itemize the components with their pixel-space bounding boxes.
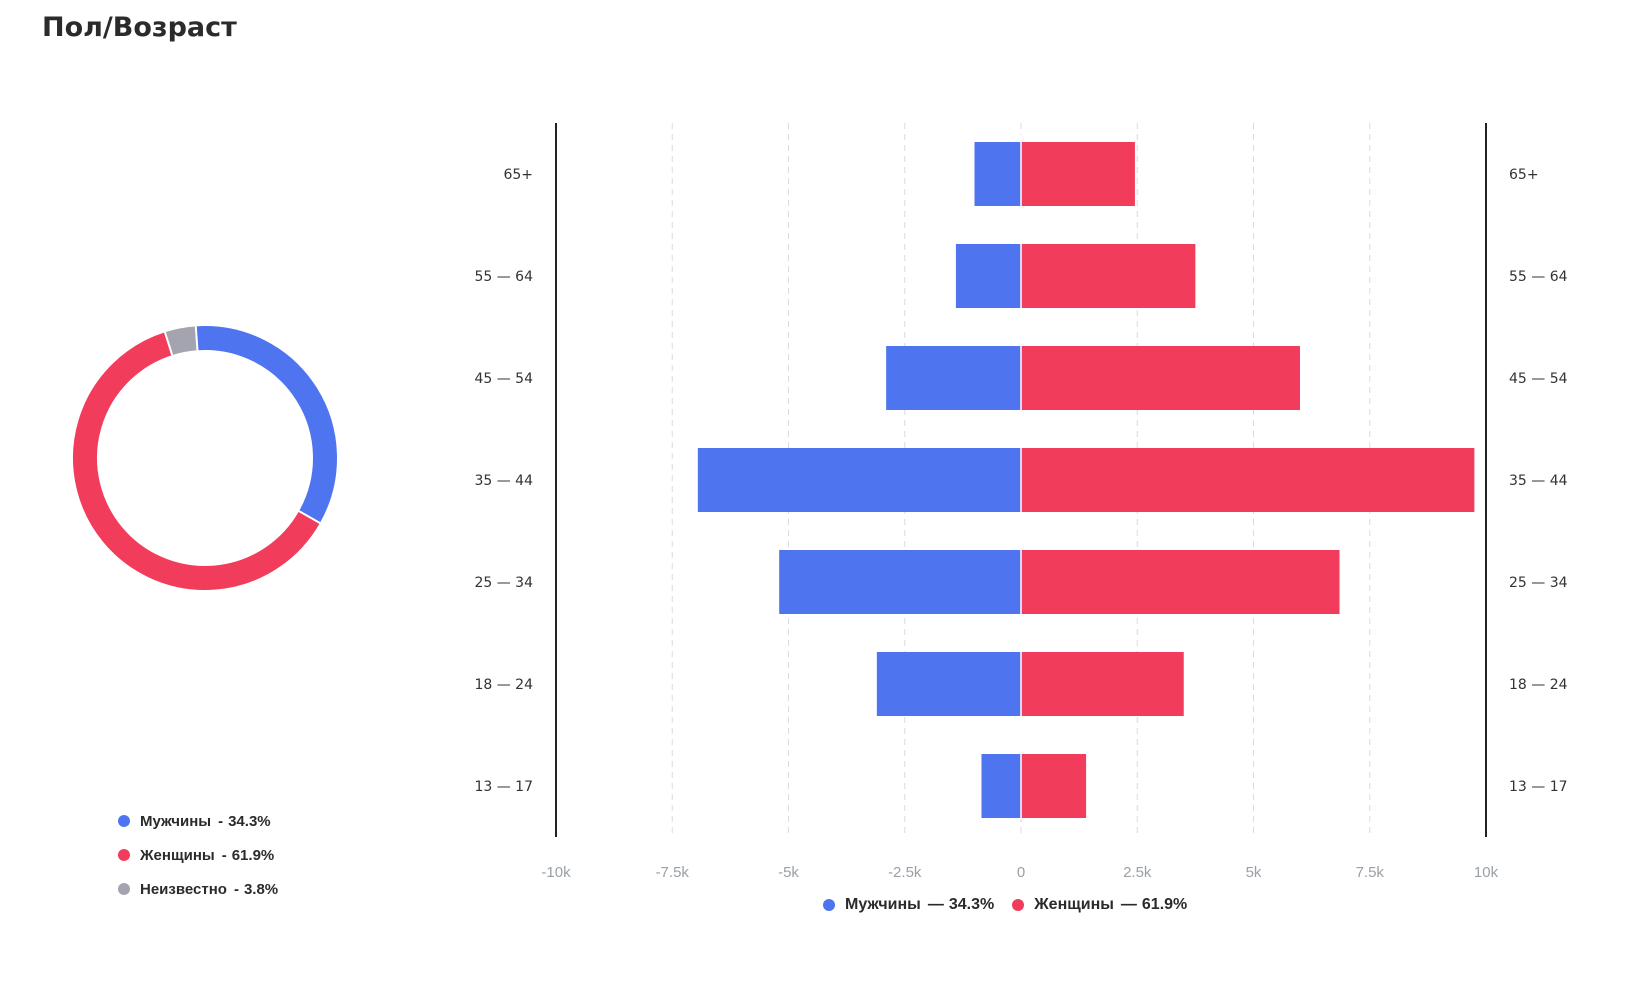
bar-male[interactable] — [697, 448, 1021, 512]
legend-value: 3.8% — [243, 880, 279, 898]
female-dot-icon — [118, 849, 130, 861]
x-tick-label: -10k — [541, 864, 571, 881]
legend-label: Женщины — [1034, 896, 1114, 913]
bar-male[interactable] — [981, 754, 1021, 818]
legend-value: 61.9% — [1141, 896, 1188, 913]
legend-item-male[interactable]: Мужчины - 34.3% — [118, 804, 278, 838]
category-label-right: 65+ — [1509, 167, 1539, 183]
bar-female[interactable] — [1021, 244, 1196, 308]
bar-male[interactable] — [955, 244, 1021, 308]
category-label-left: 45 — 54 — [474, 371, 533, 387]
legend-separator: - — [221, 846, 227, 864]
male-dot-icon — [118, 815, 130, 827]
bar-female[interactable] — [1021, 346, 1300, 410]
x-tick-label: -2.5k — [888, 864, 922, 881]
bar-male[interactable] — [886, 346, 1021, 410]
legend-label: Женщины — [140, 846, 215, 864]
male-dot-icon — [823, 899, 835, 911]
x-tick-label: -7.5k — [656, 864, 690, 881]
legend-value: 34.3% — [228, 812, 271, 830]
bar-male[interactable] — [779, 550, 1021, 614]
category-label-left: 13 — 17 — [474, 779, 533, 795]
category-label-left: 35 — 44 — [474, 473, 533, 489]
legend-separator: - — [218, 812, 224, 830]
legend-value: 61.9% — [231, 846, 275, 864]
category-label-right: 18 — 24 — [1509, 677, 1568, 693]
bar-male[interactable] — [974, 142, 1022, 206]
x-tick-label: 5k — [1246, 864, 1262, 881]
pyramid-legend: Мужчины — 34.3% Женщины — 61.9% — [823, 896, 1205, 914]
category-label-right: 25 — 34 — [1509, 575, 1568, 591]
bar-male[interactable] — [876, 652, 1021, 716]
bar-female[interactable] — [1021, 754, 1087, 818]
legend-item-unknown[interactable]: Неизвестно - 3.8% — [118, 872, 278, 906]
category-label-left: 65+ — [503, 167, 533, 183]
donut-slice-female[interactable] — [73, 332, 320, 590]
legend-separator: — — [927, 896, 944, 913]
page-title: Пол/Возраст — [42, 12, 237, 43]
legend-label: Неизвестно — [140, 880, 227, 898]
x-tick-label: 10k — [1474, 864, 1499, 881]
legend-separator: - — [233, 880, 239, 898]
category-label-left: 25 — 34 — [474, 575, 533, 591]
slice-separator — [163, 330, 174, 357]
x-tick-label: -5k — [778, 864, 799, 881]
pyramid-legend-item-female[interactable]: Женщины — 61.9% — [1012, 896, 1187, 914]
slice-separator — [297, 509, 322, 525]
x-tick-label: 2.5k — [1123, 864, 1152, 881]
pyramid-legend-item-male[interactable]: Мужчины — 34.3% — [823, 896, 994, 914]
legend-label: Мужчины — [140, 812, 212, 830]
legend-separator: — — [1120, 896, 1137, 913]
bar-female[interactable] — [1021, 142, 1135, 206]
bar-female[interactable] — [1021, 652, 1184, 716]
bar-female[interactable] — [1021, 448, 1475, 512]
unknown-dot-icon — [118, 883, 130, 895]
category-label-left: 55 — 64 — [474, 269, 533, 285]
category-label-left: 18 — 24 — [474, 677, 533, 693]
bar-female[interactable] — [1021, 550, 1340, 614]
category-label-right: 55 — 64 — [1509, 269, 1568, 285]
x-tick-label: 7.5k — [1356, 864, 1385, 881]
legend-value: 34.3% — [948, 896, 995, 913]
donut-slice-male[interactable] — [195, 326, 337, 523]
donut-legend: Мужчины - 34.3% Женщины - 61.9% Неизвест… — [118, 804, 278, 906]
x-tick-label: 0 — [1017, 864, 1025, 881]
legend-label: Мужчины — [845, 896, 921, 913]
legend-item-female[interactable]: Женщины - 61.9% — [118, 838, 278, 872]
slice-separator — [194, 325, 199, 352]
category-label-right: 45 — 54 — [1509, 371, 1568, 387]
female-dot-icon — [1012, 899, 1025, 911]
category-label-right: 13 — 17 — [1509, 779, 1568, 795]
category-label-right: 35 — 44 — [1509, 473, 1568, 489]
